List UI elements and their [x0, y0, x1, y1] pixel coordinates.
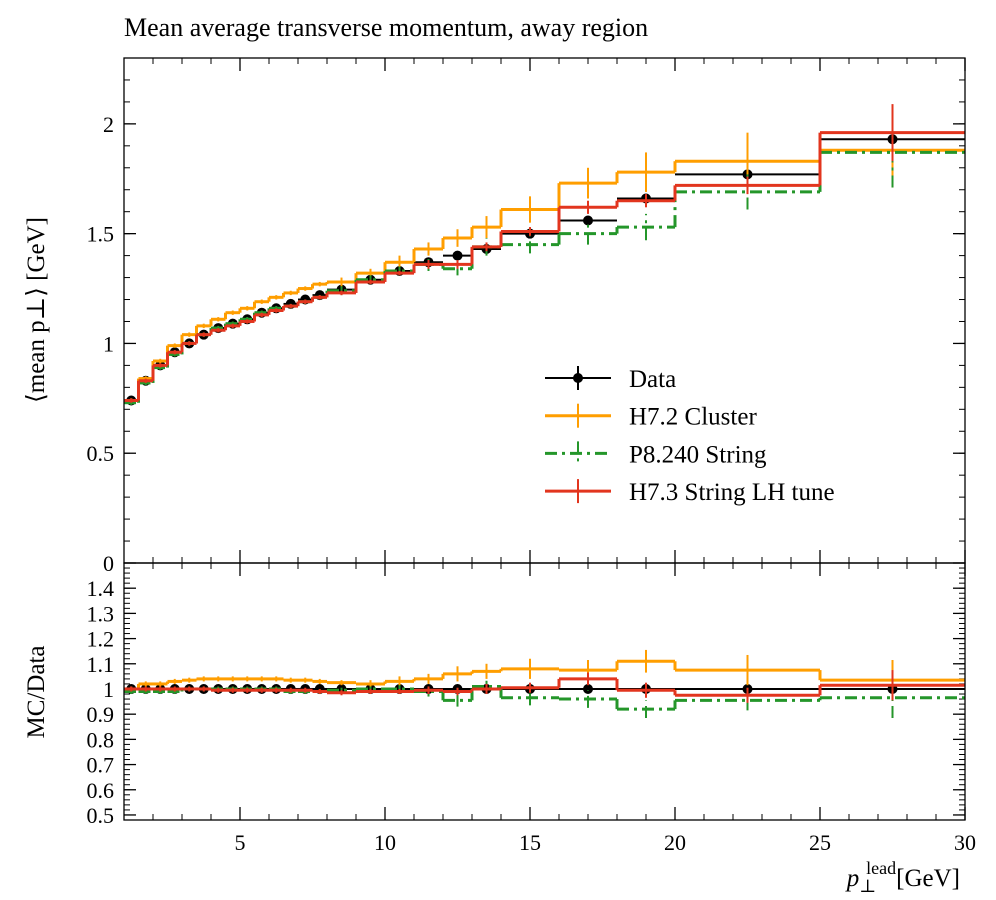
legend-label: P8.240 String	[629, 441, 767, 468]
x-tick-label: 25	[809, 830, 831, 855]
x-tick-label: 15	[519, 830, 541, 855]
x-label-symbol: p	[845, 865, 860, 892]
x-tick-label: 5	[235, 830, 246, 855]
y-axis-label: ⟨mean p⊥⟩ [GeV]	[23, 217, 50, 403]
y-tick-label: 0.6	[87, 778, 115, 803]
series-3	[124, 104, 965, 403]
chart-title: Mean average transverse momentum, away r…	[124, 13, 648, 42]
x-label-sup: lead	[866, 858, 896, 878]
legend-label: Data	[629, 366, 676, 393]
series-2	[124, 117, 965, 405]
y-tick-label: 1.5	[87, 222, 115, 247]
frame	[123, 562, 966, 821]
x-tick-label: 20	[664, 830, 686, 855]
x-label-unit: [GeV]	[896, 865, 960, 892]
y-tick-label: 1.1	[87, 652, 115, 677]
y-tick-label: 0	[103, 551, 114, 576]
legend-marker	[573, 373, 583, 383]
y-tick-label: 1	[103, 331, 114, 356]
y-tick-label: 0.8	[87, 727, 115, 752]
legend-label: H7.3 String LH tune	[629, 479, 835, 506]
y-tick-label: 0.9	[87, 702, 115, 727]
series-3	[124, 670, 965, 703]
y-tick-label: 0.7	[87, 753, 115, 778]
legend-label: H7.2 Cluster	[629, 404, 757, 431]
data-point	[583, 215, 593, 226]
series-2	[124, 677, 965, 718]
data-point	[583, 683, 593, 694]
x-axis-label: p⊥lead[GeV]	[845, 858, 960, 896]
y-tick-label: 0.5	[87, 803, 115, 828]
x-tick-label: 30	[954, 830, 976, 855]
x-tick-label: 10	[374, 830, 396, 855]
series-1	[124, 112, 965, 403]
x-label-sub: ⊥	[859, 876, 876, 896]
y-tick-label: 1	[103, 677, 114, 702]
y-tick-label: 1.2	[87, 627, 115, 652]
y-tick-label: 0.5	[87, 441, 115, 466]
y-tick-label: 1.3	[87, 601, 115, 626]
y-tick-label: 2	[103, 112, 114, 137]
ratio-y-axis-label: MC/Data	[23, 645, 50, 738]
data-point	[452, 250, 463, 261]
y-tick-label: 1.4	[87, 576, 115, 601]
